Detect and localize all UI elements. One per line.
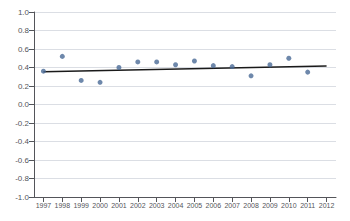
svg-text:2003: 2003 <box>149 202 165 209</box>
svg-text:0.6: 0.6 <box>18 45 30 54</box>
svg-text:1998: 1998 <box>55 202 71 209</box>
svg-text:-1.0: -1.0 <box>15 193 29 202</box>
svg-text:-0.2: -0.2 <box>15 119 29 128</box>
svg-text:2004: 2004 <box>168 202 184 209</box>
svg-text:2005: 2005 <box>187 202 203 209</box>
svg-text:2010: 2010 <box>281 202 297 209</box>
svg-text:-0.4: -0.4 <box>15 137 29 146</box>
svg-text:-0.6: -0.6 <box>15 156 29 165</box>
svg-text:2000: 2000 <box>92 202 108 209</box>
svg-text:1999: 1999 <box>73 202 89 209</box>
svg-text:2008: 2008 <box>243 202 259 209</box>
svg-text:1997: 1997 <box>36 202 52 209</box>
svg-text:0.4: 0.4 <box>18 63 30 72</box>
svg-text:-0.8: -0.8 <box>15 174 29 183</box>
svg-text:2001: 2001 <box>111 202 127 209</box>
svg-text:0.2: 0.2 <box>18 82 30 91</box>
svg-text:2009: 2009 <box>262 202 278 209</box>
svg-text:0.8: 0.8 <box>18 26 30 35</box>
svg-text:0.0: 0.0 <box>18 100 30 109</box>
svg-text:2007: 2007 <box>224 202 240 209</box>
svg-text:2011: 2011 <box>300 202 315 209</box>
svg-text:2006: 2006 <box>206 202 222 209</box>
svg-text:1.0: 1.0 <box>18 8 30 17</box>
svg-text:2012: 2012 <box>319 202 335 209</box>
svg-text:2002: 2002 <box>130 202 146 209</box>
